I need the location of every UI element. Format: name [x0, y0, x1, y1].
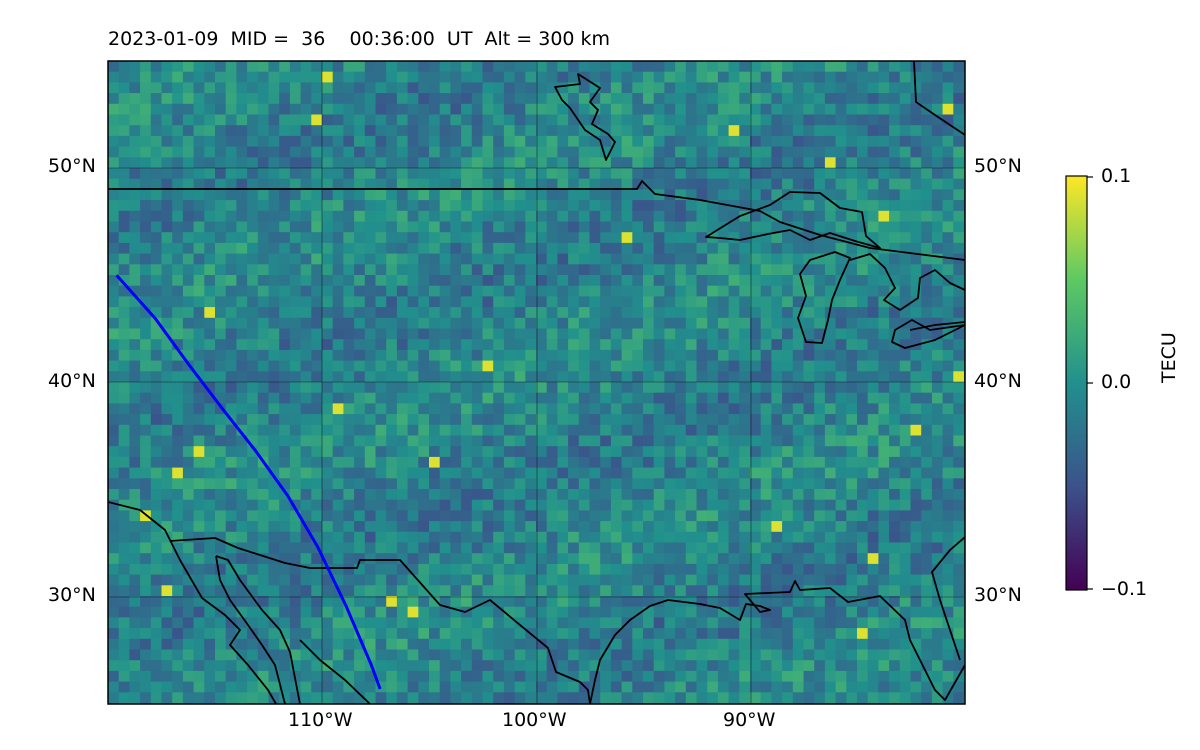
lake-ontario	[909, 321, 965, 331]
lat-label-30-left: 30°N	[48, 584, 96, 606]
colorbar-mid-label: 0.0	[1101, 371, 1132, 393]
colorbar-gradient	[1065, 175, 1088, 591]
colorbar-max-label: 0.1	[1101, 165, 1132, 187]
us-mexico-border	[169, 537, 591, 704]
northeast-coast	[913, 61, 965, 136]
lon-label-110: 110°W	[288, 709, 353, 731]
colorbar	[1065, 175, 1093, 591]
florida-atlantic-coast	[931, 536, 965, 661]
lat-label-50-left: 50°N	[48, 155, 96, 177]
lon-label-90: 90°W	[723, 709, 776, 731]
lat-label-40-left: 40°N	[48, 370, 96, 392]
lat-label-30-right: 30°N	[974, 584, 1022, 606]
pacific-coast	[108, 501, 277, 704]
figure-title: 2023-01-09 MID = 36 00:36:00 UT Alt = 30…	[108, 28, 611, 50]
map-frame	[107, 60, 966, 705]
satellite-track	[115, 274, 382, 690]
colorbar-title: TECU	[1158, 332, 1180, 383]
us-canada-border	[108, 180, 965, 261]
hudson-bay-coast	[554, 73, 616, 161]
lon-label-100: 100°W	[502, 709, 567, 731]
coastlines-and-borders	[108, 61, 965, 704]
lake-erie	[891, 319, 965, 349]
gulf-of-california-coast	[299, 639, 371, 704]
gridlines	[108, 61, 965, 704]
tec-heatmap	[108, 61, 965, 704]
lake-superior	[705, 191, 881, 249]
lake-huron	[849, 253, 965, 311]
colorbar-min-label: −0.1	[1101, 578, 1148, 600]
lat-label-40-right: 40°N	[974, 370, 1022, 392]
lake-michigan	[797, 251, 851, 344]
lat-label-50-right: 50°N	[974, 155, 1022, 177]
baja-california	[215, 555, 301, 704]
gulf-coast	[589, 580, 965, 704]
